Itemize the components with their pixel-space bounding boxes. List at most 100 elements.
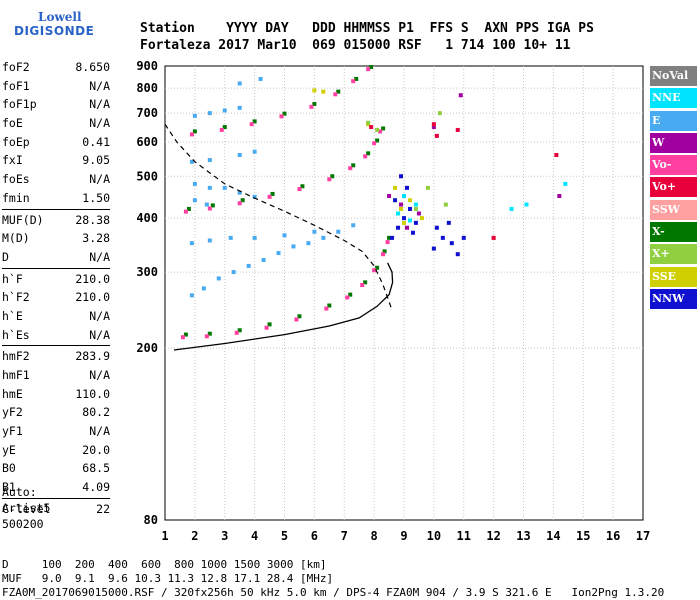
x-tick-label: 4 xyxy=(251,529,258,543)
param-name: h`E xyxy=(2,308,23,323)
x-tick-label: 1 xyxy=(161,529,168,543)
param-name: yF2 xyxy=(2,405,23,420)
y-tick-label: 200 xyxy=(136,341,158,355)
x-tick-label: 15 xyxy=(576,529,590,543)
param-name: yF1 xyxy=(2,424,23,439)
data-point xyxy=(204,334,209,339)
data-point xyxy=(375,265,380,270)
data-point xyxy=(431,125,436,130)
data-point xyxy=(369,65,374,70)
param-row: h`E N/A xyxy=(2,307,110,326)
auto-label: Auto: xyxy=(2,485,37,499)
data-point xyxy=(372,268,377,273)
data-point xyxy=(407,218,412,223)
x-tick-label: 17 xyxy=(636,529,650,543)
data-point xyxy=(387,235,392,240)
data-point xyxy=(207,206,212,211)
param-name: D xyxy=(2,249,9,264)
data-point xyxy=(363,154,368,159)
param-name: h`F2 xyxy=(2,290,30,305)
data-point xyxy=(312,88,317,93)
data-point xyxy=(270,191,275,196)
data-point xyxy=(345,295,350,300)
data-point xyxy=(393,185,398,190)
data-point xyxy=(399,202,404,207)
param-row: h`F 210.0 xyxy=(2,270,110,289)
param-row: hmE 110.0 xyxy=(2,385,110,404)
data-point xyxy=(321,235,326,240)
data-point xyxy=(455,252,460,257)
data-point xyxy=(321,89,326,94)
x-tick-label: 5 xyxy=(281,529,288,543)
legend-entry-vo-: Vo- xyxy=(650,155,697,176)
param-name: B0 xyxy=(2,461,16,476)
y-tick-label: 700 xyxy=(136,106,158,120)
param-name: foF1 xyxy=(2,78,30,93)
param-name: foF1p xyxy=(2,97,37,112)
data-point xyxy=(396,211,401,216)
y-tick-label: 300 xyxy=(136,265,158,279)
data-point xyxy=(363,280,368,285)
data-point xyxy=(413,206,418,211)
y-tick-label: 800 xyxy=(136,81,158,95)
data-point xyxy=(381,252,386,257)
data-point xyxy=(375,127,380,132)
y-tick-label: 500 xyxy=(136,169,158,183)
data-point xyxy=(192,113,197,118)
x-tick-label: 2 xyxy=(191,529,198,543)
param-name: h`Es xyxy=(2,327,30,342)
param-value: 28.38 xyxy=(75,212,110,227)
param-value: 210.0 xyxy=(75,271,110,286)
param-name: B1 xyxy=(2,480,16,495)
data-point xyxy=(309,104,314,109)
param-value: 210.0 xyxy=(75,290,110,305)
param-divider xyxy=(2,497,110,499)
param-row: foF2 8.650 xyxy=(2,58,110,77)
data-point xyxy=(407,206,412,211)
param-row: MUF(D) 28.38 xyxy=(2,211,110,230)
param-row: foF1 N/A xyxy=(2,77,110,96)
param-row: fmin 1.50 xyxy=(2,189,110,208)
param-row: hmF2 283.9 xyxy=(2,347,110,366)
data-point xyxy=(237,201,242,206)
header-line-1: Station YYYY DAY DDD HHMMSS P1 FFS S AXN… xyxy=(140,21,594,36)
param-value: 80.2 xyxy=(82,405,110,420)
param-row: C-level 22 xyxy=(2,500,110,519)
color-legend: NoVal NNE E W Vo- Vo+ SSW X- X+ SSE NNW xyxy=(650,66,697,311)
data-point xyxy=(297,314,302,319)
data-point xyxy=(237,152,242,157)
data-point xyxy=(291,244,296,249)
legend-entry-w: W xyxy=(650,132,697,153)
param-name: M(D) xyxy=(2,231,30,246)
footer: D 100 200 400 600 800 1000 1500 3000 [km… xyxy=(2,558,664,600)
data-point xyxy=(524,202,529,207)
param-value: 0.41 xyxy=(82,134,110,149)
data-point xyxy=(252,149,257,154)
x-tick-label: 16 xyxy=(606,529,620,543)
param-divider xyxy=(2,345,110,347)
data-point xyxy=(294,317,299,322)
data-point xyxy=(431,122,436,127)
y-tick-label: 900 xyxy=(136,59,158,73)
x-tick-label: 13 xyxy=(516,529,530,543)
data-point xyxy=(210,203,215,208)
data-point xyxy=(300,184,305,189)
header-line-2: Fortaleza 2017 Mar10 069 015000 RSF 1 71… xyxy=(140,38,571,53)
param-value: 3.28 xyxy=(82,231,110,246)
data-point xyxy=(279,114,284,119)
data-point xyxy=(366,151,371,156)
data-point xyxy=(399,206,404,211)
data-point xyxy=(372,141,377,146)
data-point xyxy=(186,206,191,211)
param-value: 4.09 xyxy=(82,480,110,495)
param-value: N/A xyxy=(89,368,110,382)
x-tick-label: 3 xyxy=(221,529,228,543)
data-point xyxy=(351,79,356,84)
profile-line xyxy=(173,262,394,351)
data-point xyxy=(228,235,233,240)
data-point xyxy=(381,126,386,131)
data-point xyxy=(222,185,227,190)
data-point xyxy=(354,76,359,81)
data-point xyxy=(261,257,266,262)
data-point xyxy=(183,209,188,214)
